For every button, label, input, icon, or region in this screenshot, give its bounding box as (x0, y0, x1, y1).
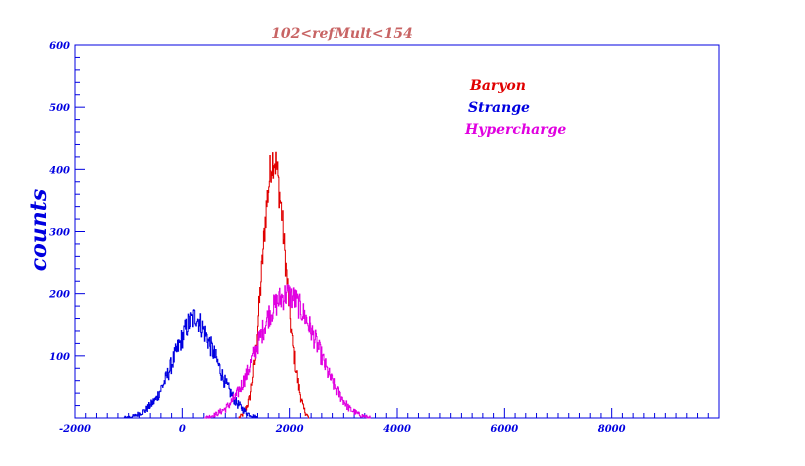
legend-entry-strange: Strange (468, 100, 530, 116)
legend: Baryon Strange Hypercharge (464, 78, 566, 138)
y-axis-label: counts (26, 189, 52, 272)
y-tick-label: 300 (49, 228, 70, 239)
y-tick-label: 500 (49, 103, 70, 114)
series-line-strange (123, 309, 258, 419)
x-tick-label: 0 (179, 424, 186, 435)
legend-entry-baryon: Baryon (469, 78, 526, 94)
axes: -2000 0 2000 4000 6000 8000 100 200 300 400 500 600 (48, 41, 720, 435)
y-tick-label: 100 (49, 352, 70, 363)
legend-entry-hypercharge: Hypercharge (464, 122, 566, 138)
series-layer (123, 151, 371, 419)
x-tick-label: 4000 (383, 424, 411, 435)
x-tick-label: -2000 (59, 424, 91, 435)
y-tick-label: 200 (48, 290, 70, 301)
series-line-baryon (238, 151, 309, 419)
y-tick-label: 400 (49, 165, 70, 176)
chart-title: 102<refMult<154 (271, 26, 413, 42)
x-tick-label: 2000 (275, 424, 304, 435)
x-tick-label: 6000 (490, 424, 518, 435)
y-tick-label: 600 (49, 41, 70, 52)
x-tick-label: 8000 (598, 424, 626, 435)
series-line-hypercharge (203, 284, 371, 419)
